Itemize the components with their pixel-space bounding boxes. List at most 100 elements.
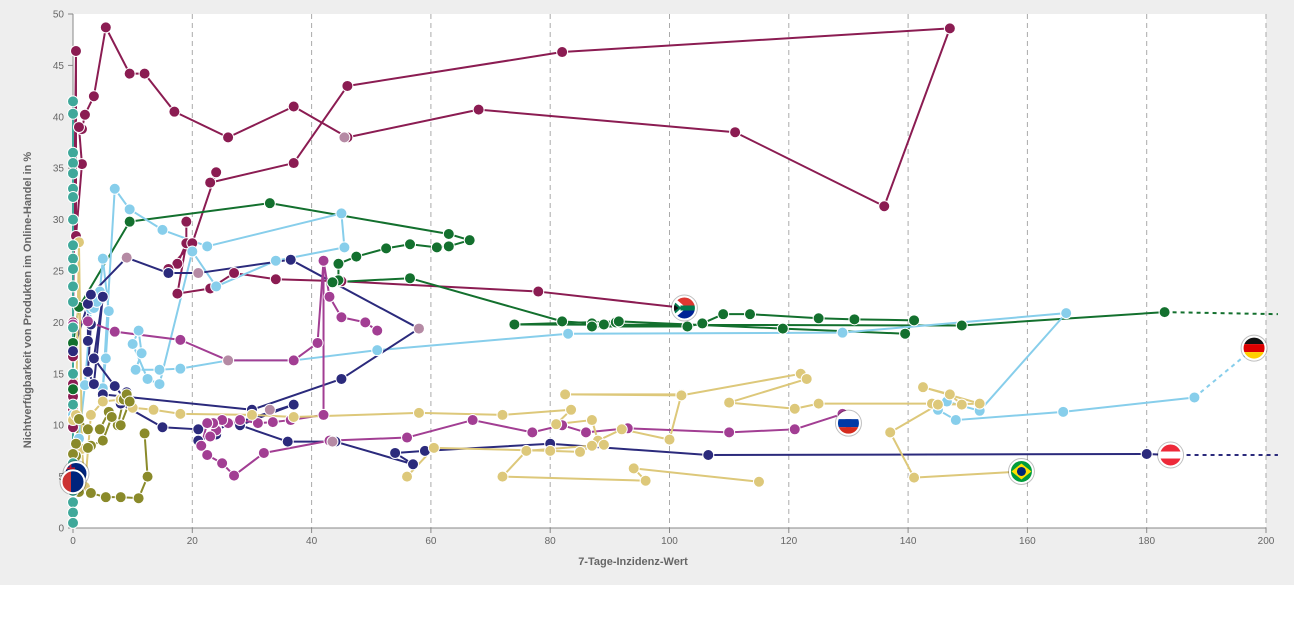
data-point — [132, 324, 145, 337]
new-zealand-flag — [59, 468, 87, 496]
data-point — [102, 305, 115, 318]
data-point — [67, 516, 79, 529]
y-tick-label: 20 — [53, 318, 65, 329]
data-point — [585, 414, 598, 427]
data-point — [729, 126, 742, 139]
data-point — [848, 313, 861, 326]
data-point — [147, 403, 160, 416]
flag-ring — [1007, 457, 1035, 485]
data-point — [341, 79, 354, 92]
data-point — [174, 362, 187, 375]
data-point — [138, 67, 151, 80]
data-point — [338, 131, 351, 144]
x-tick-label: 80 — [545, 536, 557, 547]
data-point — [287, 354, 300, 367]
data-point — [120, 251, 133, 264]
data-point — [788, 423, 801, 436]
flag-stripe — [680, 305, 696, 311]
data-point — [67, 239, 79, 252]
data-point — [949, 414, 962, 427]
data-point — [269, 254, 282, 267]
data-point — [955, 398, 968, 411]
data-point — [81, 365, 94, 378]
flag-ring — [1240, 334, 1268, 362]
data-point — [466, 414, 479, 427]
data-point — [836, 326, 849, 339]
flag-ring — [1157, 441, 1185, 469]
data-point — [67, 190, 79, 203]
data-point — [663, 433, 676, 446]
data-point — [884, 426, 897, 439]
x-tick-label: 120 — [780, 536, 797, 547]
y-axis-title: Nichtverfügbarkeit von Produkten im Onli… — [22, 152, 34, 449]
south-africa-flag — [670, 294, 698, 322]
flag-stripe — [837, 427, 860, 435]
flag-ring — [670, 294, 698, 322]
data-point — [87, 378, 100, 391]
data-point — [389, 446, 402, 459]
russia-flag — [834, 409, 862, 437]
data-point — [96, 395, 109, 408]
data-point — [67, 506, 79, 519]
x-tick-label: 40 — [306, 536, 318, 547]
data-point — [84, 408, 97, 421]
x-tick-label: 160 — [1019, 536, 1036, 547]
flag-layer — [59, 294, 1268, 496]
flag-border — [1008, 458, 1034, 484]
data-point — [412, 322, 425, 335]
data-point — [287, 157, 300, 170]
data-point — [108, 325, 121, 338]
data-point — [228, 267, 241, 280]
flag-stripe — [837, 419, 860, 428]
data-point — [284, 253, 297, 266]
data-point — [228, 469, 241, 482]
data-point — [496, 470, 509, 483]
data-point — [245, 408, 258, 421]
data-point — [326, 276, 339, 289]
series-line — [72, 26, 951, 428]
flag-ring — [59, 468, 87, 496]
flag-stripe — [1243, 344, 1266, 353]
data-point — [463, 234, 476, 247]
data-point — [123, 215, 136, 228]
data-point — [326, 435, 339, 448]
data-point — [371, 344, 384, 357]
data-point — [81, 334, 94, 347]
data-point — [744, 308, 757, 321]
data-point — [917, 381, 930, 394]
data-point — [335, 372, 348, 385]
data-point — [269, 273, 282, 286]
data-point — [156, 223, 169, 236]
data-point — [171, 287, 184, 300]
data-point — [544, 444, 557, 457]
data-point — [114, 491, 127, 504]
data-point — [812, 312, 825, 325]
x-tick-label: 60 — [425, 536, 437, 547]
data-point — [69, 45, 82, 58]
data-point — [696, 317, 709, 330]
data-point — [323, 290, 336, 303]
data-point — [878, 200, 891, 213]
data-point — [559, 388, 572, 401]
data-point — [556, 46, 569, 59]
x-axis-title: 7-Tage-Inzidenz-Wert — [578, 556, 688, 568]
data-point — [67, 252, 79, 265]
data-point — [174, 407, 187, 420]
data-point — [812, 397, 825, 410]
x-tick-label: 0 — [70, 536, 76, 547]
data-point — [67, 167, 79, 180]
data-point — [138, 427, 151, 440]
flag-stripe — [837, 412, 860, 420]
data-point — [615, 423, 628, 436]
data-point — [404, 272, 417, 285]
flag-border — [671, 295, 697, 321]
data-point — [156, 421, 169, 434]
data-point — [123, 203, 136, 216]
data-point — [93, 423, 106, 436]
data-point — [67, 295, 79, 308]
austria-flag-body — [1159, 444, 1182, 467]
data-point — [126, 337, 139, 350]
y-tick-label: 30 — [53, 215, 65, 226]
data-point — [67, 398, 79, 411]
data-point — [955, 319, 968, 332]
